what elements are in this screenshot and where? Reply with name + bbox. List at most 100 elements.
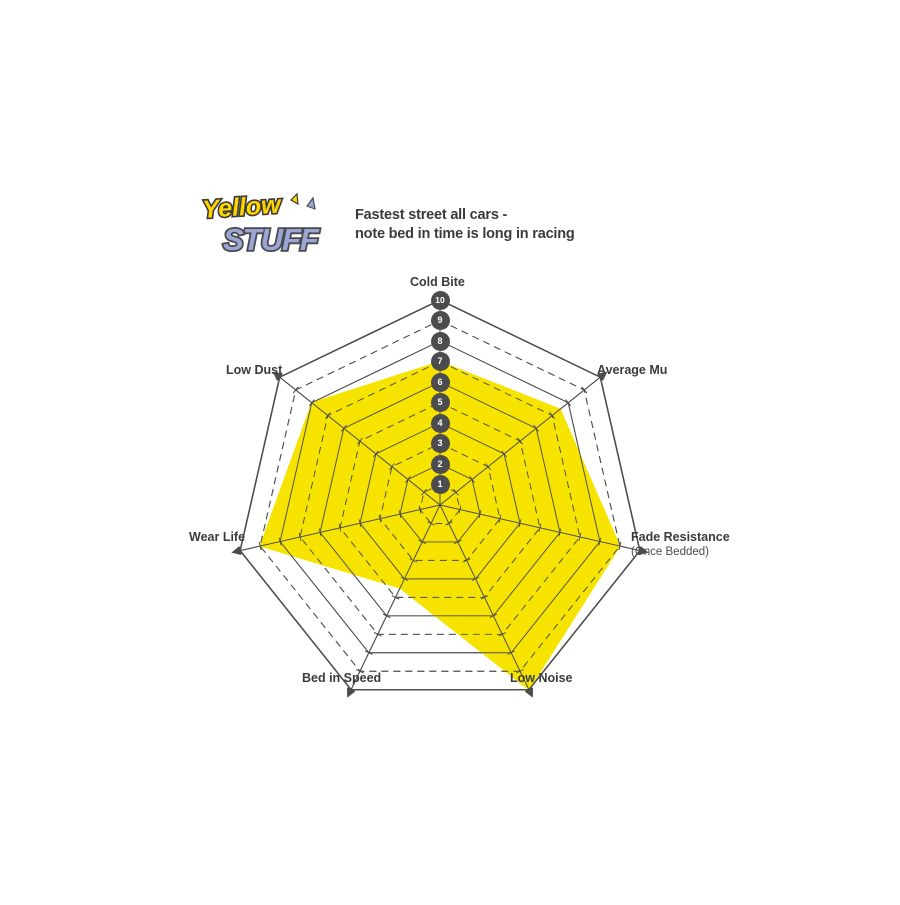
radar-ring-2 — [399, 463, 481, 543]
radar-ring-6 — [319, 381, 561, 617]
axis-label-fade-resistance: Fade Resistance (Once Bedded) — [631, 530, 730, 560]
radar-tick-3-2 — [453, 539, 462, 545]
radar-series-polygon — [259, 360, 621, 691]
radar-tick-6-9 — [292, 386, 299, 394]
axis-label-average-mu-text: Average Mu — [597, 363, 668, 377]
radar-scale-badge-2: 2 — [430, 454, 450, 474]
radar-tick-2-3 — [498, 514, 502, 523]
radar-tick-6-8 — [308, 399, 315, 407]
axis-label-low-noise: Low Noise — [510, 671, 573, 686]
radar-tick-2-2 — [478, 510, 482, 519]
radar-scale-badge-10: 10 — [430, 290, 450, 310]
radar-ring-3 — [379, 442, 501, 561]
radar-tick-5-8 — [278, 537, 282, 546]
radar-tick-1-9 — [581, 386, 588, 394]
radar-tick-4-6 — [382, 613, 391, 618]
radar-tick-3-7 — [498, 632, 507, 637]
radar-ring-1 — [419, 483, 461, 524]
radar-tick-2-5 — [538, 523, 542, 532]
radar-tick-3-6 — [489, 613, 498, 618]
svg-text:Yellow: Yellow — [201, 192, 283, 224]
radar-scale-badge-3: 3 — [430, 434, 450, 453]
radar-ring-7 — [299, 360, 581, 635]
radar-tick-6-1 — [421, 488, 427, 496]
radar-tick-5-1 — [418, 505, 422, 514]
radar-tick-5-3 — [378, 514, 382, 523]
axis-label-bed-in-speed-text: Bed in Speed — [302, 671, 382, 685]
svg-text:STUFF: STUFF — [223, 222, 320, 257]
radar-tick-6-7 — [324, 412, 331, 419]
axis-label-low-noise-text: Low Noise — [510, 671, 573, 685]
radar-tick-6-4 — [373, 450, 379, 458]
radar-ring-9 — [259, 319, 621, 672]
radar-tick-1-6 — [533, 424, 540, 432]
radar-tick-3-1 — [445, 521, 453, 526]
radar-tick-5-5 — [338, 523, 342, 532]
radar-scale-badge-1: 1 — [430, 475, 450, 494]
radar-tick-5-2 — [398, 510, 402, 519]
radar-tick-2-9 — [618, 542, 622, 551]
headline-line-1: Fastest street all cars - — [355, 207, 508, 223]
radar-tick-4-1 — [427, 521, 435, 526]
radar-tick-5-9 — [258, 542, 262, 551]
radar-tick-3-3 — [462, 558, 471, 563]
axis-label-fade-resistance-sublabel: (Once Bedded) — [631, 546, 709, 558]
radar-scale-badge-6: 6 — [430, 372, 450, 392]
radar-arrowhead-6 — [272, 371, 283, 381]
radar-tick-1-4 — [501, 450, 507, 458]
radar-tick-4-8 — [365, 650, 373, 655]
radar-tick-3-5 — [480, 595, 489, 600]
radar-tick-4-3 — [409, 558, 418, 563]
radar-tick-1-2 — [469, 476, 475, 483]
radar-tick-2-7 — [578, 532, 582, 541]
radar-tick-2-8 — [598, 537, 602, 546]
radar-scale-badge-7: 7 — [430, 352, 450, 371]
radar-tick-1-5 — [517, 437, 523, 445]
yellowstuff-logo: Yellow Yellow STUFF STUFF — [195, 192, 330, 258]
radar-tick-6-2 — [405, 476, 411, 483]
radar-tick-6-6 — [340, 424, 347, 432]
radar-tick-6-3 — [389, 463, 395, 471]
radar-tick-3-9 — [516, 669, 524, 674]
axis-label-fade-resistance-text: Fade Resistance — [631, 530, 730, 544]
radar-tick-4-10 — [347, 687, 355, 692]
radar-tick-5-4 — [358, 519, 362, 528]
radar-tick-4-5 — [391, 595, 400, 600]
radar-ring-8 — [279, 340, 601, 654]
axis-label-low-dust: Low Dust — [226, 363, 282, 378]
axis-label-wear-life-text: Wear Life — [189, 530, 246, 544]
radar-tick-2-6 — [558, 528, 562, 537]
header: Yellow Yellow STUFF STUFF Fastest street… — [195, 192, 615, 258]
radar-tick-3-4 — [471, 576, 480, 582]
radar-scale-badge-4: 4 — [430, 413, 450, 433]
axis-label-low-dust-text: Low Dust — [226, 363, 283, 377]
radar-arrowhead-3 — [524, 687, 533, 698]
axis-label-bed-in-speed: Bed in Speed — [302, 671, 381, 686]
radar-arrowhead-2 — [638, 546, 649, 555]
radar-ring-10 — [239, 299, 641, 691]
radar-axis-ticks-overlay — [238, 299, 642, 692]
radar-tick-5-6 — [318, 528, 322, 537]
radar-tick-3-10 — [525, 687, 533, 692]
radar-tick-1-8 — [565, 399, 572, 407]
radar-tick-1-7 — [549, 412, 556, 419]
radar-tick-4-4 — [400, 576, 409, 582]
axis-label-average-mu: Average Mu — [597, 363, 667, 378]
axis-label-wear-life: Wear Life — [189, 530, 245, 545]
radar-tick-1-3 — [485, 463, 491, 471]
radar-tick-6-5 — [357, 437, 363, 445]
radar-ring-5 — [339, 401, 541, 598]
headline-line-2: note bed in time is long in racing — [355, 226, 575, 242]
headline: Fastest street all cars - note bed in ti… — [355, 206, 575, 244]
radar-arrowhead-5 — [231, 546, 242, 555]
radar-grid-rings-overlay — [239, 299, 641, 691]
radar-tick-3-8 — [507, 650, 515, 655]
svg-text:Yellow: Yellow — [201, 192, 283, 224]
radar-tick-1-1 — [453, 488, 459, 496]
radar-tick-4-7 — [373, 632, 382, 637]
radar-arrowhead-4 — [347, 687, 356, 698]
radar-scale-badge-8: 8 — [430, 331, 450, 351]
